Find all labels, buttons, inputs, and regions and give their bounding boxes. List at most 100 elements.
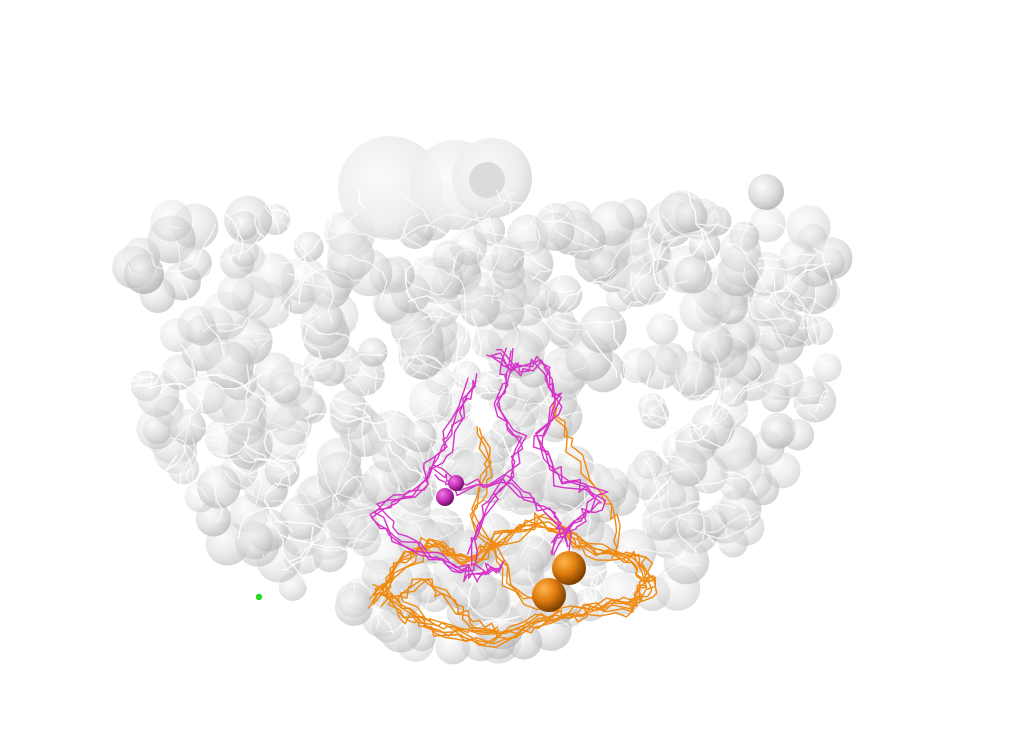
strand <box>697 223 736 229</box>
cloud-sphere <box>229 211 259 240</box>
strand <box>117 368 137 384</box>
strand <box>162 366 186 412</box>
strand <box>644 499 737 519</box>
strand <box>660 276 676 317</box>
cloud-sphere <box>713 289 748 325</box>
strand <box>207 339 256 349</box>
cloud-sphere <box>404 420 437 453</box>
strand <box>775 375 808 387</box>
strand <box>750 297 793 324</box>
strand <box>262 411 322 455</box>
cloud-sphere <box>669 350 715 397</box>
cloud-sphere <box>312 537 348 573</box>
strand <box>322 373 371 430</box>
strand <box>384 447 409 500</box>
cloud-sphere <box>587 249 619 282</box>
strand <box>602 400 625 440</box>
backbone-segment <box>369 373 501 583</box>
strand <box>794 302 819 369</box>
strand <box>427 549 475 568</box>
strand <box>682 327 713 403</box>
strand <box>296 534 369 555</box>
strand <box>609 395 677 432</box>
backbone-segment <box>371 380 504 579</box>
strand <box>759 332 810 349</box>
strand <box>695 474 751 487</box>
strand <box>275 520 330 540</box>
strand <box>287 273 328 289</box>
strand <box>355 492 438 523</box>
strand <box>678 376 691 413</box>
backbone-segment <box>471 426 559 613</box>
strand <box>731 372 764 405</box>
backbone-segment <box>373 520 647 645</box>
strand <box>513 221 541 267</box>
strand <box>298 267 328 304</box>
cloud-sphere <box>170 409 207 445</box>
strand <box>418 335 428 369</box>
strand <box>200 451 257 478</box>
cloud-sphere <box>223 403 266 446</box>
strand <box>411 383 453 437</box>
strand <box>719 408 753 452</box>
cloud-sphere <box>217 274 255 311</box>
strand <box>280 212 358 264</box>
strand <box>675 369 687 417</box>
strand <box>334 426 352 506</box>
backbone-segment <box>399 578 499 632</box>
backbone-segment <box>367 523 652 648</box>
strand <box>250 370 324 425</box>
backbone-segment <box>371 512 657 646</box>
strand <box>472 468 519 501</box>
strand <box>214 458 273 475</box>
strand <box>248 449 259 490</box>
strand <box>806 287 819 362</box>
strand <box>604 221 659 275</box>
strand <box>718 549 733 603</box>
strand <box>321 505 385 525</box>
cloud-sphere <box>465 578 509 622</box>
strand <box>622 349 661 406</box>
strand <box>372 571 397 632</box>
strand <box>660 213 708 273</box>
strand <box>656 454 711 511</box>
strand <box>657 467 689 477</box>
strand <box>531 492 598 550</box>
strand <box>541 406 591 423</box>
strand <box>338 459 364 491</box>
strand <box>425 355 490 404</box>
cloud-sphere <box>245 282 292 329</box>
strand <box>452 191 517 242</box>
strand <box>356 305 436 340</box>
strand <box>275 410 312 478</box>
strand <box>317 455 354 511</box>
cloud-sphere <box>387 455 422 489</box>
strand <box>180 343 203 412</box>
strand <box>721 333 759 370</box>
cloud-sphere <box>372 285 410 322</box>
strand <box>311 555 356 604</box>
strand <box>300 355 322 382</box>
cloud-sphere <box>760 416 794 450</box>
strand <box>270 358 337 398</box>
strand <box>449 388 509 408</box>
magenta-backbone-trace <box>369 347 609 583</box>
strand <box>254 465 263 507</box>
cloud-sphere <box>432 267 464 298</box>
strand <box>322 266 362 281</box>
cloud-sphere <box>334 588 373 626</box>
cloud-sphere <box>692 322 733 364</box>
strand <box>544 220 600 243</box>
backbone-segment <box>373 380 497 583</box>
strand <box>222 469 273 528</box>
strand <box>246 452 293 462</box>
strand <box>658 229 705 263</box>
orange-ion-2 <box>532 578 566 612</box>
backbone-segment <box>496 349 596 544</box>
strand <box>191 407 264 430</box>
strand <box>422 313 469 319</box>
strand <box>405 511 481 529</box>
strand <box>738 377 780 400</box>
